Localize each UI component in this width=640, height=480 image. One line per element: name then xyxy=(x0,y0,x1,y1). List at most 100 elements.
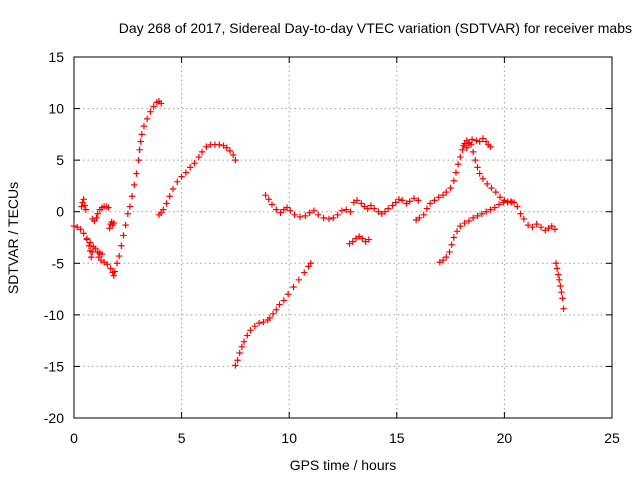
data-point xyxy=(255,319,263,327)
data-point xyxy=(191,160,198,167)
data-point xyxy=(461,219,468,227)
data-point xyxy=(135,156,142,164)
data-point xyxy=(195,153,203,161)
data-point xyxy=(423,205,431,212)
data-point xyxy=(558,288,565,296)
x-tick-label: 20 xyxy=(497,430,513,446)
series-s16 xyxy=(552,260,567,312)
data-point xyxy=(118,242,125,249)
data-point xyxy=(415,197,422,204)
data-point xyxy=(469,148,477,156)
data-point xyxy=(358,200,365,207)
data-point xyxy=(169,185,177,193)
data-point xyxy=(273,206,280,213)
data-point xyxy=(504,198,511,205)
data-point xyxy=(492,188,499,196)
data-point xyxy=(133,170,140,177)
data-point xyxy=(439,192,447,199)
data-point xyxy=(147,108,154,115)
data-point xyxy=(454,161,462,168)
data-point xyxy=(555,271,562,278)
series-s7 xyxy=(155,141,239,219)
data-point xyxy=(260,318,267,326)
data-point xyxy=(359,235,366,242)
data-point xyxy=(496,194,504,201)
data-point xyxy=(514,203,521,210)
data-point xyxy=(371,205,378,212)
data-point xyxy=(450,234,458,241)
x-tick-label: 5 xyxy=(178,430,186,446)
data-point xyxy=(406,198,413,205)
data-point xyxy=(436,259,444,266)
data-point xyxy=(500,199,507,206)
data-point xyxy=(446,248,453,256)
data-point xyxy=(157,100,165,107)
series-s5 xyxy=(95,98,165,279)
data-point xyxy=(435,194,442,201)
data-point xyxy=(347,208,354,215)
y-tick-label: -5 xyxy=(52,255,65,271)
data-point xyxy=(553,265,561,272)
data-point xyxy=(412,216,420,224)
data-point xyxy=(178,173,185,180)
data-point xyxy=(384,205,392,212)
data-point xyxy=(495,201,503,208)
series-s13 xyxy=(460,135,494,151)
data-point xyxy=(81,202,88,209)
data-point xyxy=(251,323,258,330)
data-point xyxy=(426,200,434,207)
data-point xyxy=(403,200,410,207)
data-point xyxy=(136,146,143,154)
data-point xyxy=(416,214,423,222)
data-point xyxy=(269,310,277,318)
data-point xyxy=(343,206,350,213)
data-point xyxy=(198,148,206,156)
data-point xyxy=(120,232,127,239)
data-point xyxy=(398,197,406,204)
data-point xyxy=(113,260,121,267)
y-tick-label: 5 xyxy=(56,152,64,168)
data-point xyxy=(244,332,251,339)
data-point xyxy=(476,138,483,145)
x-tick-label: 15 xyxy=(389,430,405,446)
data-point xyxy=(389,202,396,209)
data-point xyxy=(548,222,555,230)
data-point xyxy=(392,199,399,206)
data-point xyxy=(447,184,454,192)
data-point xyxy=(482,208,490,215)
data-point xyxy=(284,291,292,298)
data-point xyxy=(78,203,85,210)
y-axis-label: SDTVAR / TECUs xyxy=(5,182,21,294)
data-point xyxy=(291,211,298,219)
data-point xyxy=(378,210,385,217)
data-point xyxy=(70,222,78,230)
data-point xyxy=(355,233,363,240)
data-point xyxy=(110,272,118,279)
y-tick-label: 15 xyxy=(48,49,64,65)
data-point xyxy=(325,215,333,223)
data-point xyxy=(111,268,119,275)
data-point xyxy=(247,327,254,334)
data-point xyxy=(529,223,536,231)
series-s9 xyxy=(262,192,354,223)
data-point xyxy=(487,206,494,213)
data-point xyxy=(240,338,248,345)
series-s15 xyxy=(436,198,516,266)
data-point xyxy=(276,301,283,308)
data-point xyxy=(187,164,194,171)
data-point xyxy=(182,169,190,176)
data-point xyxy=(89,248,96,256)
data-point xyxy=(338,207,346,214)
data-point xyxy=(465,217,473,225)
data-point xyxy=(459,146,466,154)
data-point xyxy=(365,236,373,243)
y-tick-label: -15 xyxy=(44,358,64,374)
data-point xyxy=(361,203,368,210)
plot-frame xyxy=(73,56,613,419)
data-point xyxy=(453,228,461,235)
data-point xyxy=(542,227,549,234)
data-point xyxy=(457,153,464,161)
data-point xyxy=(315,211,322,219)
data-point xyxy=(220,142,227,149)
